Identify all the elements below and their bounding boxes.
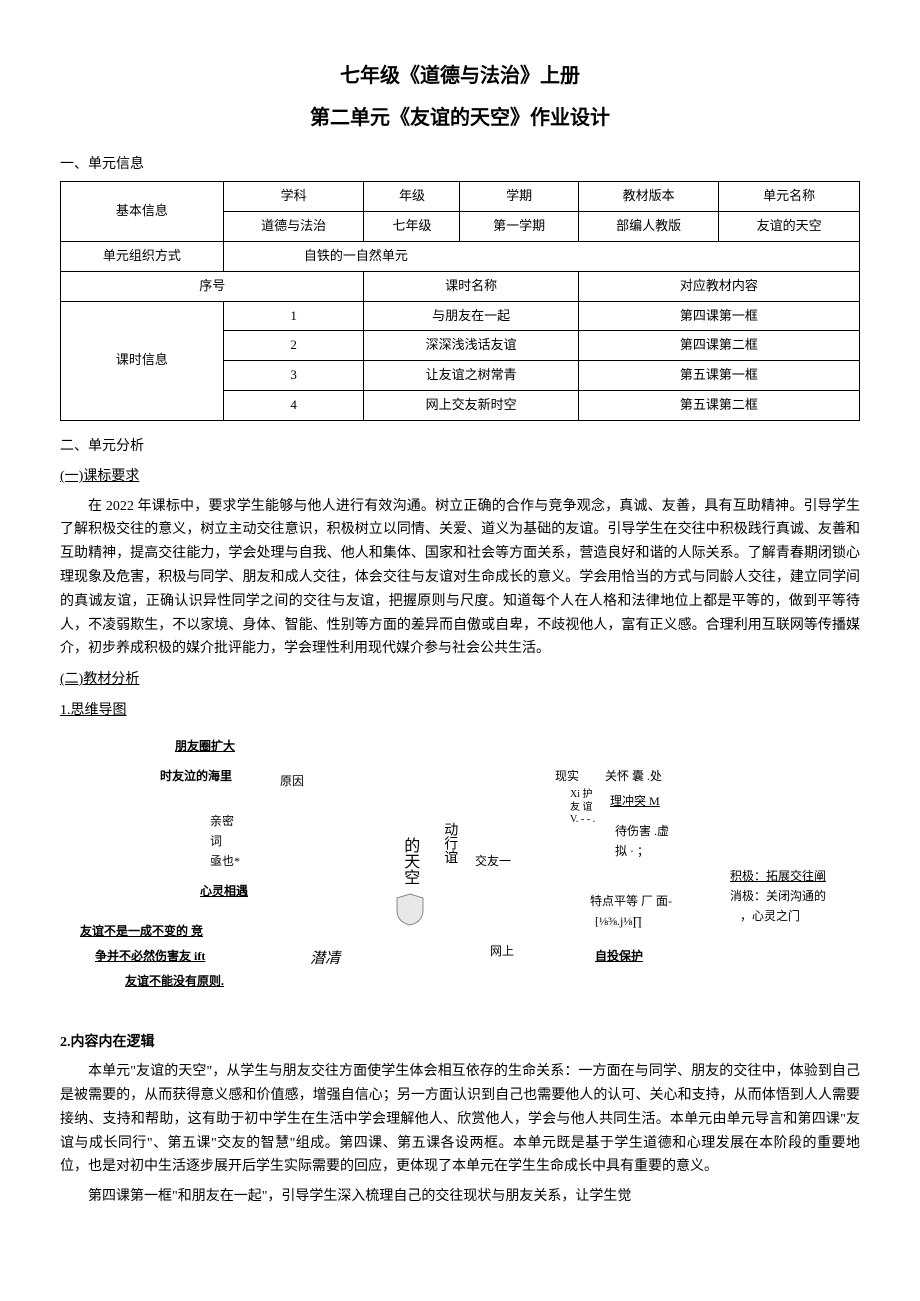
mm-node: 词	[210, 832, 222, 851]
cell: 道德与法治	[223, 212, 364, 242]
cell: 部编人教版	[578, 212, 719, 242]
cell: 第五课第二框	[578, 390, 859, 420]
table-row: 单元组织方式 自铁的一自然单元	[61, 241, 860, 271]
mm-node: 原因	[280, 772, 304, 791]
para-neirong-2: 第四课第一框"和朋友在一起"，引导学生深入梳理自己的交往现状与朋友关系，让学生觉	[60, 1185, 860, 1209]
table-row: 课时信息 1 与朋友在一起 第四课第一框	[61, 301, 860, 331]
mm-node: 拟 · ；	[615, 842, 649, 861]
doc-title-main: 七年级《道德与法治》上册	[60, 60, 860, 92]
cell: 课时信息	[61, 301, 224, 420]
unit-info-table: 基本信息 学科 年级 学期 教材版本 单元名称 道德与法治 七年级 第一学期 部…	[60, 181, 860, 420]
cell: 七年级	[364, 212, 460, 242]
mm-node: 现实	[555, 767, 579, 786]
shield-icon	[395, 892, 425, 927]
cell: 第四课第一框	[578, 301, 859, 331]
mm-node: 时友泣的海里	[160, 767, 232, 786]
para-kebiao: 在 2022 年课标中，要求学生能够与他人进行有效沟通。树立正确的合作与竞争观念…	[60, 495, 860, 662]
cell: 单元名称	[719, 182, 860, 212]
cell: 年级	[364, 182, 460, 212]
cell: 1	[223, 301, 364, 331]
cell: 基本信息	[61, 182, 224, 242]
mm-node: 自投保护	[595, 947, 643, 966]
cell: 学期	[460, 182, 578, 212]
mm-node: [⅛⅜.j⅛∏	[595, 912, 642, 931]
mm-node: 特点平等 厂 面-	[590, 892, 672, 911]
mm-node: 潜凊	[310, 947, 340, 971]
mm-node: 交友一	[475, 852, 511, 871]
cell: 让友谊之树常青	[364, 361, 578, 391]
section-1-label: 一、单元信息	[60, 154, 860, 176]
cell: 对应教材内容	[578, 271, 859, 301]
mm-node: 亟也*	[210, 852, 240, 871]
mm-node: 待伤害 .虚	[615, 822, 669, 841]
mm-center: 的天空	[400, 837, 419, 885]
cell: 3	[223, 361, 364, 391]
mm-node: 朋友圈扩大	[175, 737, 235, 756]
table-row: 序号 课时名称 对应教材内容	[61, 271, 860, 301]
mm-node: 关怀 囊 .处	[605, 767, 662, 786]
cell: 第五课第一框	[578, 361, 859, 391]
sub-jiaocai-label: (二)教材分析	[60, 669, 860, 691]
cell: 与朋友在一起	[364, 301, 578, 331]
sub-neirong-label: 2.内容内在逻辑	[60, 1032, 860, 1054]
cell: 第一学期	[460, 212, 578, 242]
mm-node: 网上	[490, 942, 514, 961]
mm-node: 理冲突 M	[610, 792, 660, 811]
cell: 教材版本	[578, 182, 719, 212]
cell: 友谊的天空	[719, 212, 860, 242]
cell: 单元组织方式	[61, 241, 224, 271]
mm-node: 亲密	[210, 812, 234, 831]
sub-siwei-label: 1.思维导图	[60, 700, 860, 722]
mm-node: 争并不必然伤害友 ift	[95, 947, 205, 966]
para-neirong-1: 本单元"友谊的天空"，从学生与朋友交往方面使学生体会相互依存的生命关系：一方面在…	[60, 1060, 860, 1179]
cell: 2	[223, 331, 364, 361]
table-row: 基本信息 学科 年级 学期 教材版本 单元名称	[61, 182, 860, 212]
cell: 第四课第二框	[578, 331, 859, 361]
mindmap-diagram: 朋友圈扩大 时友泣的海里 原因 亲密 词 亟也* 心灵相遇 友谊不是一成不变的 …	[60, 737, 860, 1017]
mm-node: 积极：拓展交往阐	[730, 867, 826, 886]
mm-center-sub: 动行谊	[440, 822, 458, 864]
mm-node: ，心灵之门	[740, 907, 800, 926]
mm-node: 友谊不是一成不变的 竞	[80, 922, 203, 941]
doc-title-sub: 第二单元《友谊的天空》作业设计	[60, 102, 860, 134]
mm-node: 友谊不能没有原则.	[125, 972, 224, 991]
cell: 学科	[223, 182, 364, 212]
section-2-label: 二、单元分析	[60, 436, 860, 458]
cell: 网上交友新时空	[364, 390, 578, 420]
mm-node: 消极：关闭沟通的	[730, 887, 826, 906]
mm-node: 心灵相遇	[200, 882, 248, 901]
cell: 深深浅浅话友谊	[364, 331, 578, 361]
mm-node: V. - - .	[570, 812, 595, 828]
sub-kebiao-label: (一)课标要求	[60, 466, 860, 488]
cell: 课时名称	[364, 271, 578, 301]
cell: 自铁的一自然单元	[223, 241, 859, 271]
cell: 序号	[61, 271, 364, 301]
cell: 4	[223, 390, 364, 420]
